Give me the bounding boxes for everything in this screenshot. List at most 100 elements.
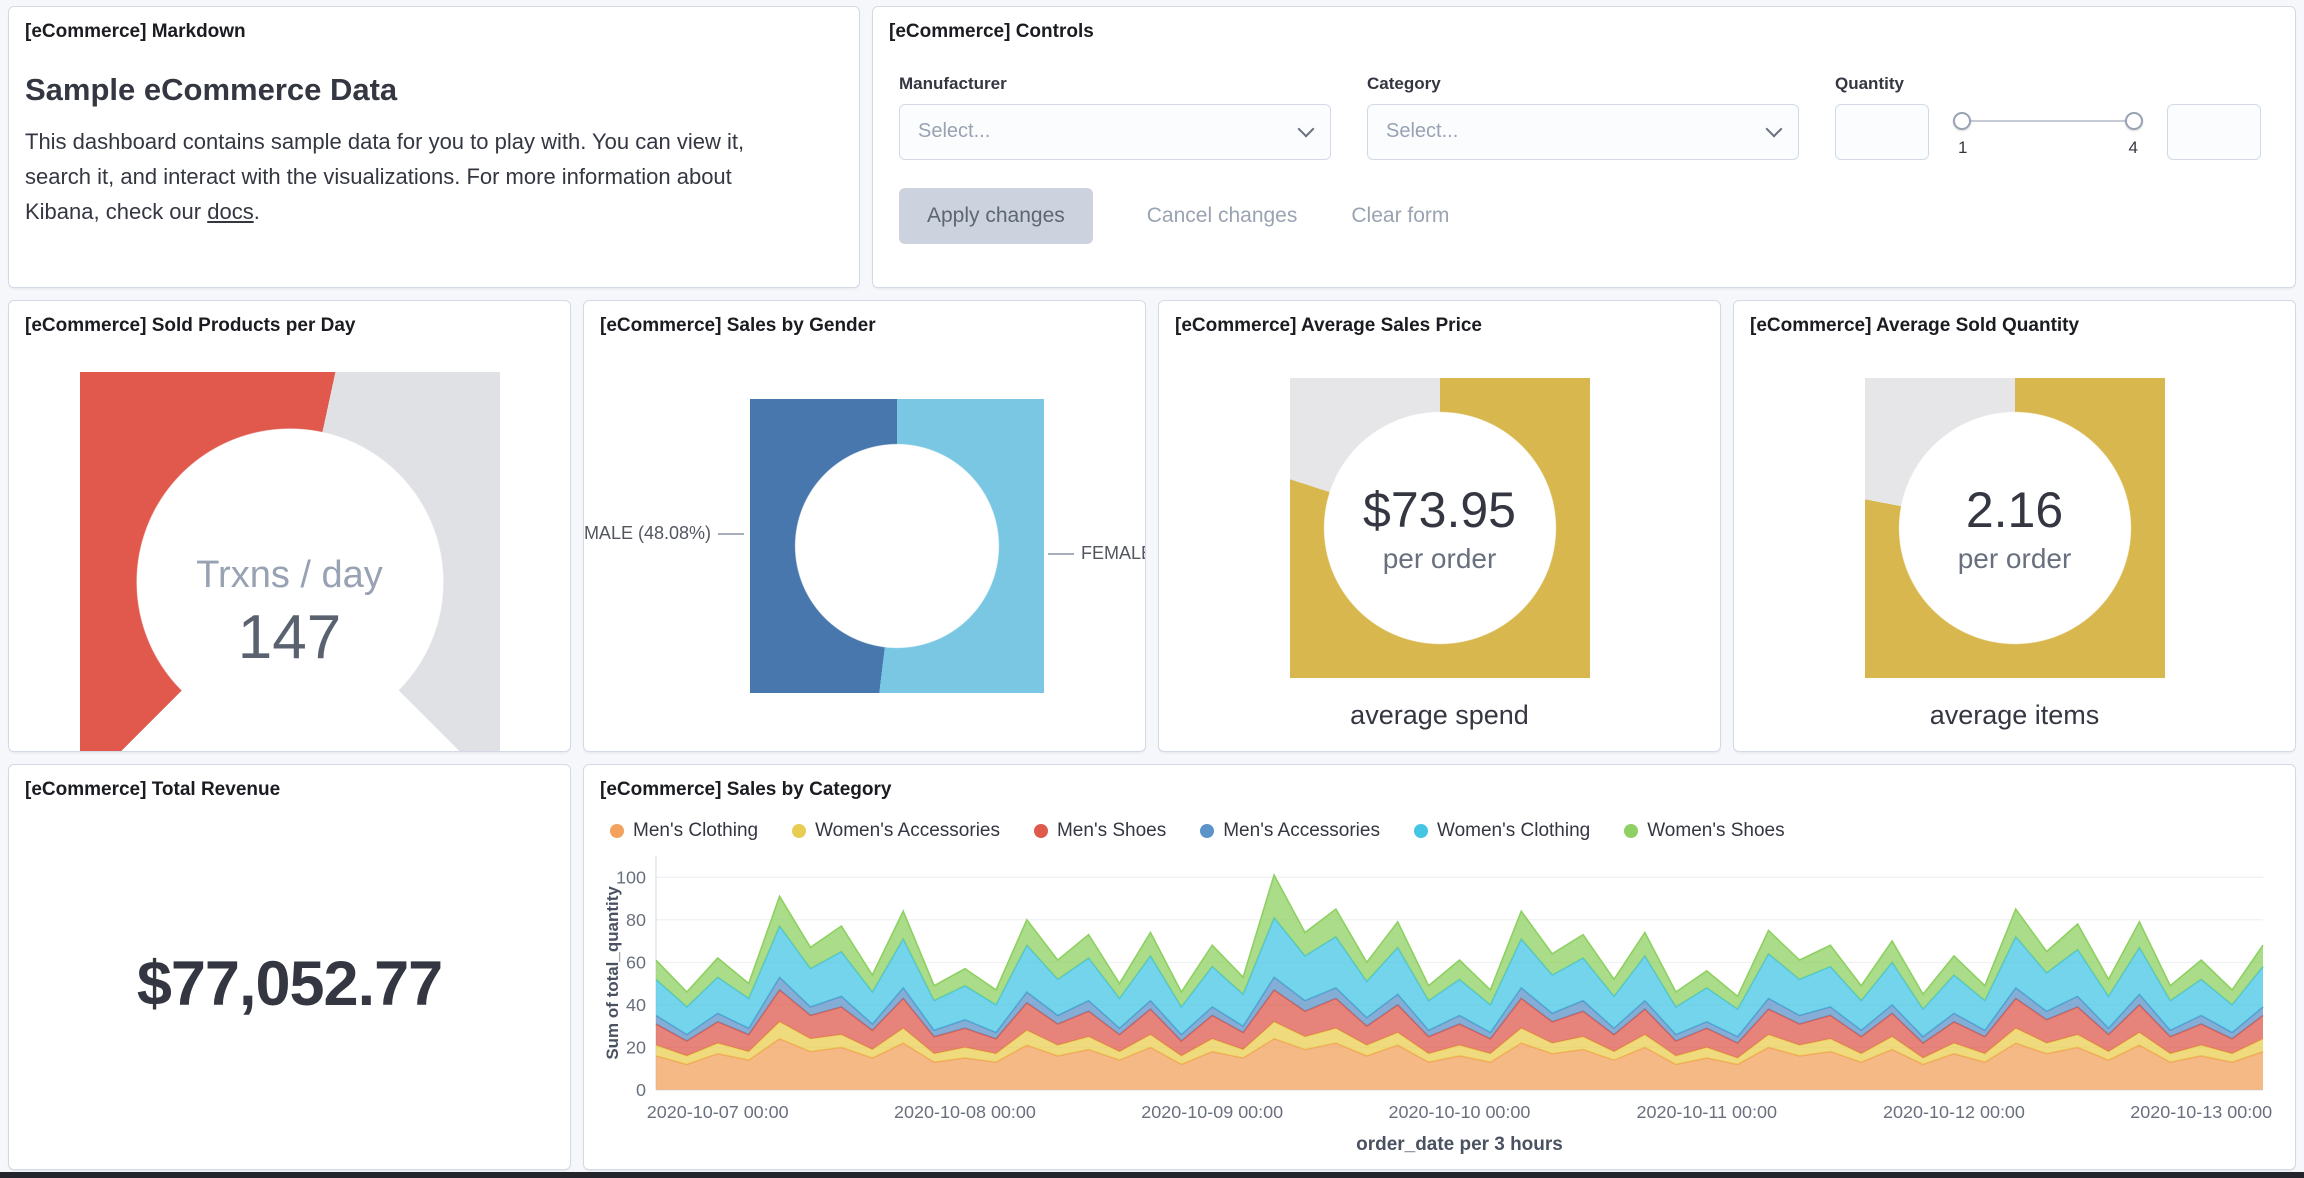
manufacturer-label: Manufacturer	[899, 73, 1007, 93]
average-sales-price-ring	[1289, 377, 1590, 678]
window-bottom-edge	[0, 1172, 2304, 1178]
legend-item[interactable]: Women's Clothing	[1413, 819, 1591, 842]
sales-by-category-chart: 0 20 40 60 80 100 2020-10-07 00:00 2020-10-08 0…	[603, 855, 2272, 1155]
panel-title-markdown: [eCommerce] Markdown	[25, 21, 246, 42]
slider-track	[1959, 119, 2137, 122]
manufacturer-placeholder: Select...	[918, 120, 991, 143]
apply-changes-button[interactable]: Apply changes	[899, 187, 1093, 244]
controls-buttons: Apply changes Cancel changes Clear form	[899, 187, 2279, 244]
category-label: Category	[1367, 73, 1441, 93]
panel-title-total-revenue: [eCommerce] Total Revenue	[25, 779, 281, 800]
clear-form-button[interactable]: Clear form	[1351, 203, 1450, 227]
chevron-down-icon	[1297, 120, 1315, 138]
quantity-field: Quantity 1 4	[1835, 74, 2261, 160]
panel-average-sold-quantity: [eCommerce] Average Sold Quantity 2.16 p…	[1733, 300, 2296, 752]
legend-dot-icon	[1624, 823, 1639, 838]
panel-markdown: [eCommerce] Markdown Sample eCommerce Da…	[8, 6, 860, 288]
quantity-max-input[interactable]	[2167, 103, 2261, 160]
sold-products-gauge: Trxns / day 147	[79, 371, 500, 751]
total-revenue-wrap: $77,052.77	[9, 798, 570, 1169]
quantity-range-slider[interactable]: 1 4	[1953, 104, 2143, 160]
legend-item[interactable]: Men's Clothing	[610, 820, 758, 842]
y-tick-label: 40	[626, 995, 646, 1015]
area-series	[655, 1038, 2264, 1090]
average-sales-price-subtitle: per order	[1382, 542, 1497, 574]
average-sold-quantity-subtitle: per order	[1957, 542, 2072, 574]
average-sold-quantity-ring	[1864, 377, 2165, 678]
average-sales-price-caption: average spend	[1350, 699, 1529, 730]
male-leader-line	[718, 532, 744, 535]
female-leader-line	[1048, 552, 1074, 555]
average-sales-price-goal: $73.95 per order	[1289, 377, 1590, 678]
panel-sales-by-category: [eCommerce] Sales by Category Men's Clot…	[583, 764, 2296, 1170]
markdown-heading: Sample eCommerce Data	[25, 71, 398, 107]
area-series	[655, 874, 2264, 1009]
dashboard-row-2: [eCommerce] Sold Products per Day Trxns …	[8, 300, 2296, 752]
area-series-edge	[655, 872, 2264, 998]
legend-dot-icon	[1200, 823, 1215, 838]
female-label-text: FEMALE (51.92%)	[1081, 543, 1146, 563]
legend-dot-icon	[1413, 823, 1428, 838]
category-select[interactable]: Select...	[1367, 103, 1799, 160]
goal-center: $73.95 per order	[1290, 378, 1590, 678]
y-axis-title: Sum of total_quantity	[603, 885, 622, 1059]
controls-form: Manufacturer Select... Category Select..…	[899, 74, 2279, 160]
x-tick-label: 2020-10-09 00:00	[1141, 1102, 1283, 1122]
legend-label: Men's Accessories	[1223, 819, 1380, 841]
y-tick-label: 100	[616, 867, 646, 887]
sales-by-gender-chart: MALE (48.08%) FEMALE (51.92%)	[584, 355, 1145, 735]
average-sales-price-value: $73.95	[1363, 481, 1516, 538]
docs-link[interactable]: docs	[207, 199, 254, 225]
legend-label: Women's Shoes	[1647, 819, 1785, 841]
gauge-value: 147	[237, 602, 342, 672]
cancel-changes-button[interactable]: Cancel changes	[1146, 203, 1298, 227]
legend-label: Women's Accessories	[815, 819, 1000, 841]
x-tick-label: 2020-10-12 00:00	[1883, 1102, 2025, 1122]
goal-center: 2.16 per order	[1865, 378, 2165, 678]
panel-controls: [eCommerce] Controls Manufacturer Select…	[872, 6, 2296, 288]
slider-thumb-max[interactable]	[2125, 111, 2143, 130]
legend-label: Men's Shoes	[1056, 819, 1167, 841]
quantity-label: Quantity	[1835, 73, 1904, 93]
quantity-min-input[interactable]	[1835, 103, 1929, 160]
panel-title-sold-products: [eCommerce] Sold Products per Day	[25, 315, 356, 336]
manufacturer-select[interactable]: Select...	[899, 103, 1331, 160]
gender-donut	[750, 399, 1044, 693]
legend: Men's Clothing Women's Accessories Men's S…	[610, 820, 2279, 842]
category-placeholder: Select...	[1386, 120, 1459, 143]
y-tick-label: 60	[626, 952, 646, 972]
panel-sold-products-per-day: [eCommerce] Sold Products per Day Trxns …	[8, 300, 571, 752]
markdown-body: This dashboard contains sample data for …	[25, 124, 777, 230]
legend-dot-icon	[1033, 823, 1048, 838]
x-tick-label: 2020-10-07 00:00	[647, 1102, 789, 1122]
x-tick-label: 2020-10-10 00:00	[1389, 1102, 1531, 1122]
legend-item[interactable]: Women's Accessories	[792, 820, 1000, 842]
legend-item[interactable]: Women's Shoes	[1624, 819, 1785, 842]
dashboard-row-3: [eCommerce] Total Revenue $77,052.77 [eC…	[8, 764, 2296, 1170]
gauge-label: Trxns / day	[196, 553, 383, 596]
legend-dot-icon	[610, 823, 624, 838]
x-tick-label: 2020-10-13 00:00	[2130, 1102, 2272, 1122]
y-tick-label: 20	[626, 1037, 646, 1057]
legend-label: Men's Clothing	[633, 819, 759, 841]
average-sold-quantity-goal: 2.16 per order	[1864, 377, 2165, 678]
average-sold-quantity-caption: average items	[1929, 699, 2100, 730]
slider-min-label: 1	[1958, 137, 1968, 157]
panel-sales-by-gender: [eCommerce] Sales by Gender MALE (48.08%…	[583, 300, 1146, 752]
slider-thumb-min[interactable]	[1953, 111, 1971, 130]
chevron-down-icon	[1765, 120, 1783, 138]
legend-dot-icon	[792, 823, 807, 838]
panel-title-sales-by-gender: [eCommerce] Sales by Gender	[600, 315, 876, 336]
panel-title-sales-by-category: [eCommerce] Sales by Category	[600, 779, 892, 800]
panel-average-sales-price: [eCommerce] Average Sales Price $73.95 p…	[1158, 300, 1721, 752]
area-series	[655, 917, 2264, 1037]
slider-max-label: 4	[2128, 137, 2138, 157]
total-revenue-value: $77,052.77	[136, 948, 443, 1019]
legend-item[interactable]: Men's Shoes	[1033, 819, 1167, 842]
markdown-text: This dashboard contains sample data for …	[25, 128, 745, 225]
legend-item[interactable]: Men's Accessories	[1200, 820, 1380, 842]
legend-label: Women's Clothing	[1436, 819, 1591, 841]
panel-title-average-sold-quantity: [eCommerce] Average Sold Quantity	[1750, 315, 2080, 336]
quantity-row: 1 4	[1835, 103, 2261, 160]
y-tick-label: 80	[626, 910, 646, 930]
